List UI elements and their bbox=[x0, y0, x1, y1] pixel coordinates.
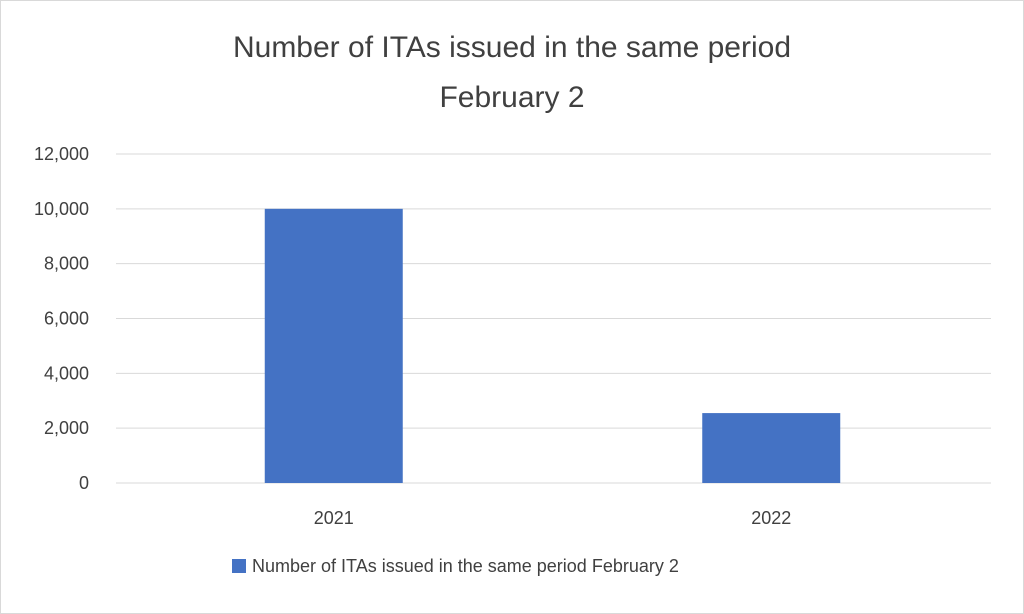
legend-swatch bbox=[232, 559, 246, 573]
y-tick-label: 10,000 bbox=[34, 199, 89, 219]
legend: Number of ITAs issued in the same period… bbox=[232, 556, 679, 576]
y-tick-label: 2,000 bbox=[44, 418, 89, 438]
y-tick-label: 0 bbox=[79, 473, 89, 493]
y-tick-label: 4,000 bbox=[44, 363, 89, 383]
y-axis-ticks: 0 2,000 4,000 6,000 8,000 10,000 12,000 bbox=[34, 144, 89, 493]
bar-2021 bbox=[264, 208, 403, 484]
gridlines bbox=[116, 153, 991, 484]
x-tick-label: 2022 bbox=[751, 508, 791, 528]
x-tick-label: 2021 bbox=[314, 508, 354, 528]
legend-label: Number of ITAs issued in the same period… bbox=[252, 556, 679, 576]
y-tick-label: 8,000 bbox=[44, 254, 89, 274]
y-tick-label: 12,000 bbox=[34, 144, 89, 164]
bar-2022 bbox=[702, 413, 841, 483]
chart-title-line-2: February 2 bbox=[439, 81, 584, 114]
y-tick-label: 6,000 bbox=[44, 309, 89, 329]
x-axis-ticks: 2021 2022 bbox=[314, 508, 792, 528]
chart-title-line-1: Number of ITAs issued in the same period bbox=[233, 31, 791, 64]
bars bbox=[264, 208, 841, 484]
